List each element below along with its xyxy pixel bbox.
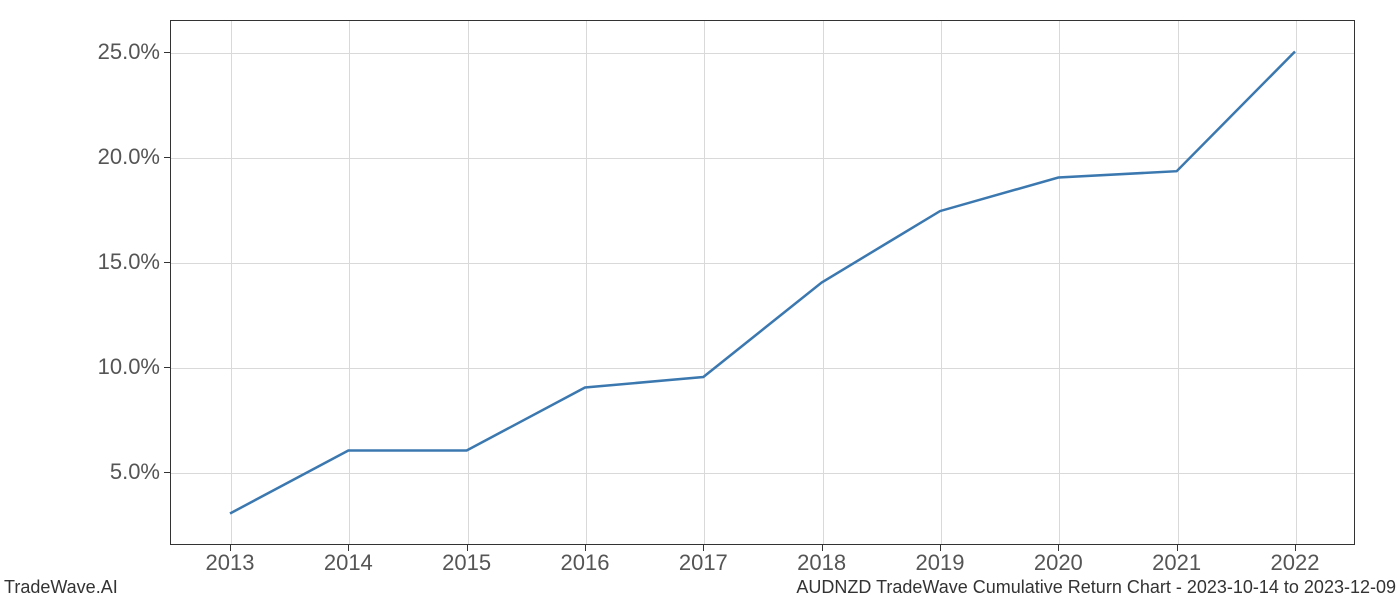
y-tick-mark xyxy=(164,367,170,368)
y-tick-label: 15.0% xyxy=(70,249,160,275)
x-tick-label: 2021 xyxy=(1152,550,1201,576)
y-tick-label: 10.0% xyxy=(70,354,160,380)
y-tick-mark xyxy=(164,52,170,53)
x-tick-label: 2013 xyxy=(206,550,255,576)
x-tick-label: 2018 xyxy=(797,550,846,576)
x-tick-label: 2015 xyxy=(442,550,491,576)
y-tick-label: 25.0% xyxy=(70,39,160,65)
footer-brand: TradeWave.AI xyxy=(4,577,118,598)
x-tick-label: 2016 xyxy=(561,550,610,576)
x-tick-label: 2017 xyxy=(679,550,728,576)
footer-chart-title: AUDNZD TradeWave Cumulative Return Chart… xyxy=(796,577,1396,598)
x-tick-label: 2020 xyxy=(1034,550,1083,576)
y-tick-label: 5.0% xyxy=(70,459,160,485)
y-tick-mark xyxy=(164,157,170,158)
y-tick-mark xyxy=(164,262,170,263)
x-tick-label: 2022 xyxy=(1271,550,1320,576)
x-tick-label: 2014 xyxy=(324,550,373,576)
y-tick-mark xyxy=(164,472,170,473)
y-tick-label: 20.0% xyxy=(70,144,160,170)
line-chart-svg xyxy=(170,20,1355,545)
x-tick-label: 2019 xyxy=(916,550,965,576)
